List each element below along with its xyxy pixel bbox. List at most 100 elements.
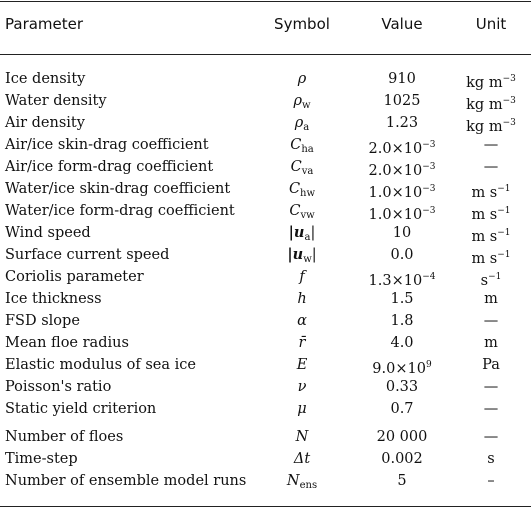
symbol-subscript: w <box>301 100 311 111</box>
unit-exponent: −1 <box>488 272 502 282</box>
symbol-cell: ν <box>240 376 364 398</box>
symbol-subscript: a <box>303 122 310 133</box>
symbol-subscript: va <box>301 166 314 177</box>
table-row: Coriolis parameter f 1.3×10−4 s−1 <box>0 266 531 289</box>
unit-main: s <box>480 273 489 289</box>
symbol-main: α <box>297 313 307 329</box>
unit-exponent: −1 <box>497 184 511 194</box>
table-row: Water density ρw 1025 kg m−3 <box>0 90 531 113</box>
unit-cell: — <box>455 398 527 420</box>
value-main: 0.0 <box>390 247 414 263</box>
parameter-cell: Wind speed <box>5 225 91 241</box>
value-main: 10 <box>392 225 412 241</box>
value-main: 2.0×10 <box>368 141 423 157</box>
table-row: Air/ice skin-drag coefficient Cha 2.0×10−3… <box>0 134 531 157</box>
value-cell: 9.0×109 <box>345 354 459 380</box>
value-exponent: −4 <box>422 272 436 282</box>
unit-cell: Pa <box>455 354 527 376</box>
value-exponent: −3 <box>422 206 436 216</box>
symbol-subscript: vw <box>300 210 315 221</box>
symbol-close: | <box>311 247 317 263</box>
symbol-main: |u <box>288 224 305 241</box>
unit-main: — <box>483 429 499 445</box>
symbol-cell: μ <box>240 398 364 420</box>
symbol-main: |u <box>287 246 304 263</box>
unit-main: kg m <box>466 75 503 91</box>
unit-main: — <box>483 401 499 417</box>
symbol-cell: Nens <box>240 470 364 497</box>
unit-main: – <box>487 473 495 489</box>
value-cell: 2.0×10−3 <box>345 134 459 160</box>
symbol-main: μ <box>297 401 307 417</box>
parameter-cell: Elastic modulus of sea ice <box>5 357 196 373</box>
unit-cell: — <box>455 134 527 156</box>
unit-main: kg m <box>466 97 503 113</box>
symbol-main: C <box>290 137 302 153</box>
parameter-cell: Air/ice skin-drag coefficient <box>5 137 209 153</box>
symbol-main: ρ <box>293 93 302 109</box>
table-row: Water/ice skin-drag coefficient Chw 1.0×10… <box>0 178 531 201</box>
unit-main: — <box>483 159 499 175</box>
unit-cell: — <box>455 376 527 398</box>
value-cell: 1025 <box>345 90 459 112</box>
parameter-cell: Ice thickness <box>5 291 102 307</box>
value-main: 2.0×10 <box>368 163 423 179</box>
value-main: 1.8 <box>390 313 414 329</box>
header-symbol: Symbol <box>274 15 330 33</box>
unit-cell: m <box>455 288 527 310</box>
value-main: 5 <box>397 473 407 489</box>
parameter-cell: Ice density <box>5 71 86 87</box>
symbol-cell: Δt <box>240 448 364 470</box>
unit-cell: m <box>455 332 527 354</box>
unit-main: kg m <box>466 119 503 135</box>
value-cell: 0.7 <box>345 398 459 420</box>
symbol-main: E <box>296 357 308 373</box>
value-main: 4.0 <box>390 335 414 351</box>
unit-main: m s <box>471 251 498 267</box>
header-parameter: Parameter <box>5 15 84 33</box>
parameter-cell: Mean floe radius <box>5 335 129 351</box>
value-cell: 20 000 <box>345 426 459 448</box>
value-cell: 1.3×10−4 <box>345 266 459 292</box>
value-cell: 5 <box>345 470 459 492</box>
value-main: 20 000 <box>376 429 428 445</box>
value-cell: 4.0 <box>345 332 459 354</box>
symbol-cell: Chw <box>240 178 364 205</box>
table-row: Ice density ρ 910 kg m−3 <box>0 68 531 91</box>
unit-main: — <box>483 137 499 153</box>
symbol-main: C <box>290 159 302 175</box>
table-row: Air/ice form-drag coefficient Cva 2.0×10−3… <box>0 156 531 179</box>
table-row: Number of floes N 20 000 — <box>0 426 531 448</box>
table-header: Parameter Symbol Value Unit <box>0 15 531 37</box>
table-row: Elastic modulus of sea ice E 9.0×109 Pa <box>0 354 531 377</box>
symbol-cell: |uw| <box>240 244 364 271</box>
value-main: 1.5 <box>390 291 414 307</box>
unit-cell: kg m−3 <box>455 90 527 116</box>
table-row: Poisson's ratio ν 0.33 — <box>0 376 531 398</box>
unit-main: s <box>487 451 495 467</box>
symbol-main: Δt <box>293 451 311 467</box>
parameter-cell: Number of ensemble model runs <box>5 473 247 489</box>
value-main: 910 <box>388 71 416 87</box>
symbol-cell: N <box>240 426 364 448</box>
symbol-subscript: ha <box>301 144 314 155</box>
table-row: Time-step Δt 0.002 s <box>0 448 531 470</box>
value-cell: 10 <box>345 222 459 244</box>
table-row: FSD slope α 1.8 — <box>0 310 531 332</box>
symbol-subscript: ens <box>299 480 318 491</box>
parameter-cell: Air density <box>5 115 85 131</box>
unit-main: — <box>483 379 499 395</box>
unit-exponent: −1 <box>497 206 511 216</box>
symbol-cell: Cva <box>240 156 364 183</box>
value-main: 9.0×10 <box>372 361 426 377</box>
value-cell: 1.0×10−3 <box>345 200 459 226</box>
value-cell: 1.23 <box>345 112 459 134</box>
unit-exponent: −3 <box>502 96 516 106</box>
table-row: Mean floe radius r̄ 4.0 m <box>0 332 531 354</box>
value-cell: 2.0×10−3 <box>345 156 459 182</box>
parameter-cell: FSD slope <box>5 313 80 329</box>
symbol-main: C <box>289 203 301 219</box>
unit-main: — <box>483 313 499 329</box>
unit-cell: s−1 <box>455 266 527 292</box>
value-cell: 1.8 <box>345 310 459 332</box>
